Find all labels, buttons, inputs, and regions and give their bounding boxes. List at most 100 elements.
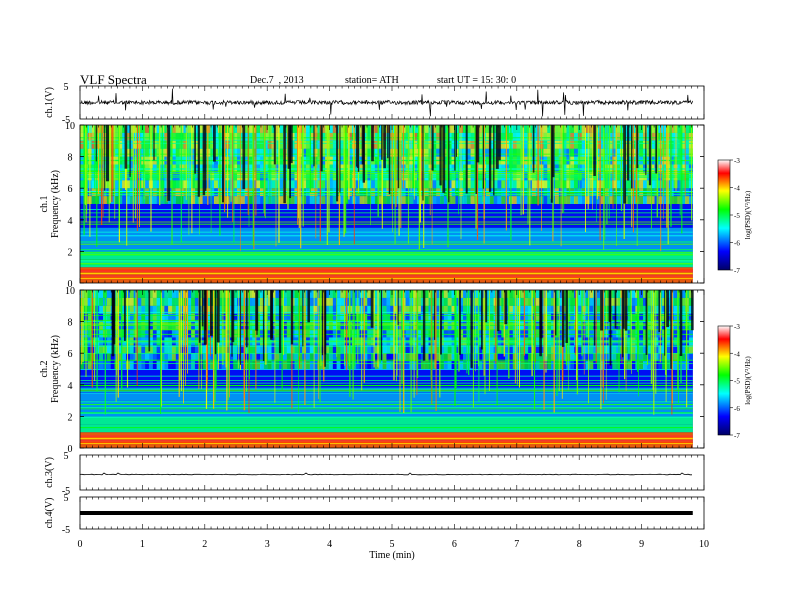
spectrogram-cell	[581, 172, 586, 181]
spectrogram-cell	[639, 180, 644, 189]
spectrogram-cell	[562, 297, 567, 306]
spectrogram-cell	[306, 196, 311, 204]
spectrogram-cell	[443, 290, 448, 298]
spectrogram-cell	[217, 361, 222, 369]
spectrogram-cell	[175, 125, 180, 133]
spectrogram-cell	[194, 313, 199, 322]
spectrogram-cell	[321, 196, 326, 204]
spectrogram-cell	[374, 125, 379, 133]
spectrogram-cell	[225, 313, 230, 322]
spectrogram-cell	[152, 290, 157, 298]
spectrogram-cell	[639, 196, 644, 204]
spectrogram-cell	[114, 140, 119, 149]
spectrogram-cell	[271, 172, 276, 181]
spectrogram-cell	[279, 125, 284, 133]
spectrogram-ch1	[80, 125, 693, 283]
spectrogram-cell	[294, 172, 299, 181]
spectrogram-cell	[145, 345, 150, 354]
spectrogram-cell	[233, 345, 238, 354]
spectrogram-cell	[275, 172, 280, 181]
spectrogram-cell	[175, 353, 180, 362]
spectrogram-cell	[309, 297, 314, 306]
spectrogram-cell	[440, 345, 445, 354]
spectrogram-cell	[171, 140, 176, 149]
spectrogram-cell	[524, 196, 529, 204]
spectrogram-cell	[443, 297, 448, 306]
spectrogram-cell	[394, 353, 399, 362]
spectrogram-cell	[302, 172, 307, 181]
colorbars: -3-4-5-6-7log(PSD)(V²/Hz)-3-4-5-6-7log(P…	[717, 157, 752, 440]
spectrogram-cell	[681, 290, 686, 298]
spectrogram-cell	[309, 196, 314, 204]
spectrogram-cell	[432, 353, 437, 362]
spectrogram-cell	[604, 361, 609, 369]
spectrogram-cell	[279, 361, 284, 369]
spectrogram-cell	[382, 353, 387, 362]
spectrogram-cell	[493, 361, 498, 369]
spectrogram-cell	[187, 353, 192, 362]
spectrogram-cell	[505, 353, 510, 362]
spectrogram-cell	[470, 180, 475, 189]
spectrogram-cell	[87, 305, 92, 314]
spectrogram-cell	[673, 345, 678, 354]
spectrogram-cell	[198, 305, 203, 314]
spectrogram-cell	[210, 125, 215, 133]
spectrogram-cell	[505, 180, 510, 189]
spectrogram-cell	[466, 172, 471, 181]
spectrogram-cell	[440, 313, 445, 322]
spectrogram-cell	[198, 140, 203, 149]
spectrogram-cell	[378, 148, 383, 157]
colorbar-tick-label: -5	[734, 212, 740, 220]
spectrogram-cell	[688, 180, 693, 189]
spectrogram-cell	[489, 125, 494, 133]
spectrogram-cell	[413, 125, 418, 133]
spectrogram-cell	[612, 345, 617, 354]
spectrogram-cell	[171, 313, 176, 322]
spectrogram-cell	[336, 148, 341, 157]
spectrogram-cell	[206, 361, 211, 369]
spectrogram-cell	[141, 329, 146, 338]
spectrogram-cell	[478, 353, 483, 362]
spectrogram-cell	[597, 172, 602, 181]
spectrogram-cell	[118, 140, 123, 149]
spectrogram-cell	[524, 345, 529, 354]
spectrogram-cell	[141, 361, 146, 369]
spectrogram-cell	[643, 313, 648, 322]
spectrogram-cell	[589, 297, 594, 306]
spectrogram-cell	[279, 196, 284, 204]
spectrogram-cell	[221, 353, 226, 362]
spectrogram-cell	[501, 172, 506, 181]
spectrogram-cell	[612, 148, 617, 157]
spectrogram-cell	[512, 172, 517, 181]
spectrogram-cell	[593, 353, 598, 362]
spectrogram-cell	[175, 329, 180, 338]
spectrogram-cell	[516, 361, 521, 369]
spectrogram-cell	[394, 305, 399, 314]
spectrogram-cell	[486, 313, 491, 322]
spectrogram-cell	[80, 125, 85, 133]
spectrogram-cell	[612, 125, 617, 133]
spectrogram-cell	[248, 313, 253, 322]
spectrogram-cell	[516, 353, 521, 362]
spectrogram-cell	[80, 196, 85, 204]
spectrogram-cell	[524, 305, 529, 314]
spectrogram-cell	[126, 125, 131, 133]
spectrogram-cell	[340, 345, 345, 354]
spectrogram-cell	[447, 172, 452, 181]
spectrogram-cell	[489, 313, 494, 322]
spectrogram-cell	[374, 345, 379, 354]
waveform-ytick-ch4: -5	[62, 525, 70, 536]
spectrogram-cell	[187, 313, 192, 322]
spectrogram-ytick-label: 6	[68, 349, 73, 360]
spectrogram-cell	[688, 329, 693, 338]
spectrogram-cell	[114, 172, 119, 181]
spectrogram-cell	[152, 196, 157, 204]
spectrogram-cell	[604, 353, 609, 362]
spectrogram-cell	[99, 345, 104, 354]
spectrogram-cell	[597, 132, 602, 141]
spectrogram-cell	[374, 297, 379, 306]
spectrogram-cell	[175, 361, 180, 369]
spectrogram-cell	[317, 353, 322, 362]
spectrogram-cell	[643, 148, 648, 157]
